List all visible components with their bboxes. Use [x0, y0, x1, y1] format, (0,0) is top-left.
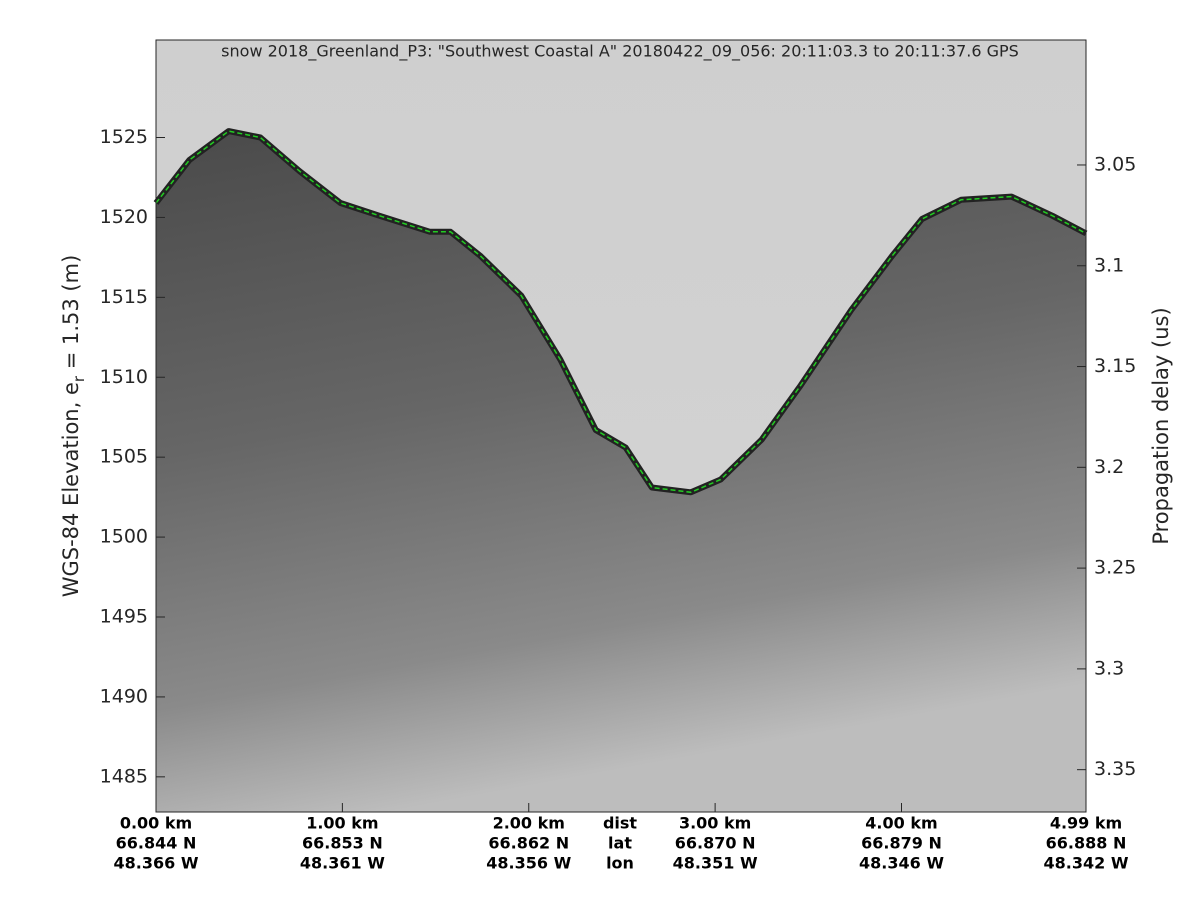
x-row-label: lon	[606, 854, 634, 873]
y2-tick-label: 3.2	[1094, 456, 1124, 478]
y-tick-label: 1515	[100, 286, 148, 308]
y-tick-label: 1505	[100, 446, 148, 468]
y-axis-label: WGS-84 Elevation, er = 1.53 (m)	[59, 255, 88, 598]
x-tick-lon: 48.346 W	[859, 854, 944, 873]
y-tick-label: 1520	[100, 206, 148, 228]
y2-tick-label: 3.05	[1094, 153, 1136, 175]
x-tick-lon: 48.361 W	[300, 854, 385, 873]
x-tick-lon: 48.366 W	[114, 854, 199, 873]
y2-tick-label: 3.35	[1094, 758, 1136, 780]
y-axis-label-end: = 1.53 (m)	[59, 255, 83, 376]
x-row-label: dist	[603, 814, 637, 833]
x-tick-lat: 66.844 N	[116, 834, 197, 853]
subsurface-fill	[156, 131, 1086, 813]
x-tick-label: 3.00 km	[679, 814, 751, 833]
y-axis-label-sub: r	[70, 375, 88, 382]
x-tick-label: 4.99 km	[1050, 814, 1122, 833]
y2-tick-label: 3.15	[1094, 355, 1136, 377]
x-tick-lon: 48.342 W	[1044, 854, 1129, 873]
x-tick-lat: 66.853 N	[302, 834, 383, 853]
plot-frame	[155, 39, 1087, 813]
x-tick-lat: 66.870 N	[675, 834, 756, 853]
y-tick-label: 1500	[100, 526, 148, 548]
x-tick-lon: 48.356 W	[486, 854, 571, 873]
x-tick-lat: 66.888 N	[1046, 834, 1127, 853]
y2-tick-label: 3.1	[1094, 254, 1124, 276]
y2-tick-label: 3.25	[1094, 557, 1136, 579]
x-tick-label: 4.00 km	[865, 814, 937, 833]
y-tick-label: 1490	[100, 685, 148, 707]
x-tick-label: 2.00 km	[493, 814, 565, 833]
y-tick-label: 1485	[100, 765, 148, 787]
y2-axis-label: Propagation delay (us)	[1149, 307, 1173, 544]
y-axis-label-main: WGS-84 Elevation, e	[59, 382, 83, 597]
x-tick-lat: 66.879 N	[861, 834, 942, 853]
y2-tick-label: 3.3	[1094, 657, 1124, 679]
x-tick-lon: 48.351 W	[673, 854, 758, 873]
chart-title: snow 2018_Greenland_P3: "Southwest Coast…	[221, 42, 1019, 62]
y-tick-label: 1525	[100, 126, 148, 148]
surface-line	[155, 130, 1087, 494]
x-tick-lat: 66.862 N	[488, 834, 569, 853]
y-tick-label: 1495	[100, 606, 148, 628]
x-tick-label: 1.00 km	[306, 814, 378, 833]
x-tick-label: 0.00 km	[120, 814, 192, 833]
y-tick-label: 1510	[100, 366, 148, 388]
x-row-label: lat	[608, 834, 632, 853]
